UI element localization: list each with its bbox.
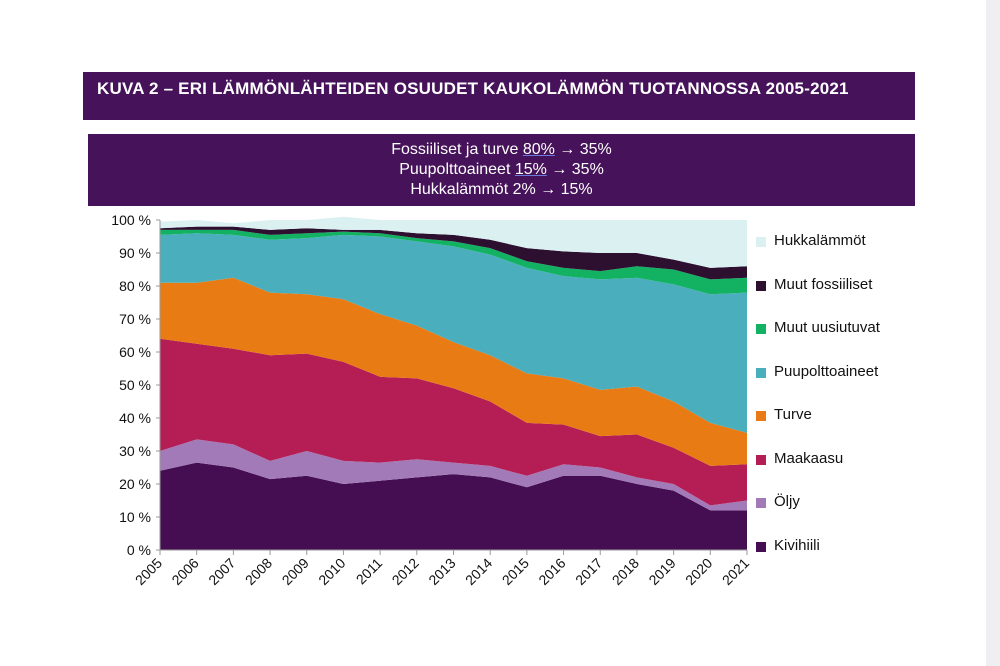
x-tick-label: 2021 bbox=[719, 555, 752, 588]
legend-swatch bbox=[756, 237, 766, 247]
x-tick-label: 2015 bbox=[499, 555, 532, 588]
x-tick-label: 2008 bbox=[242, 555, 275, 588]
x-tick-label: 2010 bbox=[315, 555, 348, 588]
legend-label: Hukkalämmöt bbox=[774, 232, 866, 249]
x-tick-label: 2019 bbox=[645, 555, 678, 588]
summary-fossil-from: 80% bbox=[522, 141, 555, 158]
y-tick-label: 40 % bbox=[119, 410, 151, 426]
legend-label: Turve bbox=[774, 406, 812, 423]
summary-wood-from: 15% bbox=[514, 161, 547, 178]
y-tick-label: 10 % bbox=[119, 509, 151, 525]
area-series-group bbox=[160, 216, 747, 550]
x-tick-label: 2005 bbox=[132, 555, 165, 588]
y-tick-label: 0 % bbox=[127, 542, 151, 558]
y-tick-label: 90 % bbox=[119, 245, 151, 261]
page-right-border bbox=[986, 0, 1000, 666]
x-tick-label: 2017 bbox=[572, 555, 605, 588]
page-title: KUVA 2 – ERI LÄMMÖNLÄHTEIDEN OSUUDET KAU… bbox=[83, 72, 915, 120]
x-tick-label: 2011 bbox=[353, 555, 386, 588]
legend-label: Kivihiili bbox=[774, 536, 820, 554]
legend-label: Muut fossiiliset bbox=[774, 275, 873, 293]
legend-label: Muut uusiutuvat bbox=[774, 319, 880, 336]
area-series-7 bbox=[160, 216, 747, 268]
y-tick-label: 20 % bbox=[119, 476, 151, 492]
legend-label: Maakaasu bbox=[774, 449, 844, 467]
summary-wood-label: Puupolttoaineet bbox=[399, 161, 515, 178]
legend-swatch bbox=[756, 454, 766, 465]
area-series-2 bbox=[160, 338, 747, 506]
area-series-1 bbox=[160, 439, 747, 511]
y-tick-label: 30 % bbox=[119, 443, 151, 459]
x-tick-label: 2012 bbox=[389, 555, 422, 588]
area-series-3 bbox=[160, 277, 747, 466]
area-series-5 bbox=[160, 229, 747, 295]
x-tick-label: 2016 bbox=[535, 555, 568, 588]
area-series-0 bbox=[160, 462, 747, 550]
legend-swatch bbox=[756, 411, 766, 421]
y-tick-label: 60 % bbox=[119, 344, 151, 360]
y-tick-label: 50 % bbox=[119, 377, 151, 393]
summary-wood-to: → 35% bbox=[546, 161, 604, 178]
legend-label: Öljy bbox=[774, 493, 800, 510]
summary-line-waste-heat: Hukkalämmöt 2% → 15% bbox=[410, 181, 593, 198]
x-tick-label: 2007 bbox=[205, 555, 238, 588]
summary-fossil-label: Fossiiliset ja turve bbox=[391, 141, 523, 158]
area-series-4 bbox=[160, 233, 747, 433]
area-series-6 bbox=[160, 226, 747, 280]
summary-line-fossil: Fossiiliset ja turve 80% → 35% bbox=[88, 140, 915, 160]
x-tick-label: 2018 bbox=[609, 555, 642, 588]
legend-swatch bbox=[756, 498, 766, 508]
x-tick-label: 2006 bbox=[168, 555, 201, 588]
summary-fossil-to: → 35% bbox=[554, 141, 612, 158]
x-tick-label: 2013 bbox=[425, 555, 458, 588]
legend-swatch bbox=[756, 324, 766, 334]
y-tick-label: 100 % bbox=[111, 212, 151, 228]
y-tick-label: 80 % bbox=[119, 278, 151, 294]
x-tick-label: 2009 bbox=[279, 555, 312, 588]
x-tick-label: 2014 bbox=[462, 555, 495, 588]
summary-line-wood: Puupolttoaineet 15% → 35% bbox=[88, 160, 915, 180]
x-tick-label: 2020 bbox=[682, 555, 715, 588]
legend-label: Puupolttoaineet bbox=[774, 362, 879, 380]
summary-box: Fossiiliset ja turve 80% → 35% Puupoltto… bbox=[88, 134, 915, 206]
legend-swatch bbox=[756, 280, 766, 291]
legend-swatch bbox=[756, 367, 766, 378]
legend-swatch bbox=[756, 541, 766, 552]
y-tick-label: 70 % bbox=[119, 311, 151, 327]
